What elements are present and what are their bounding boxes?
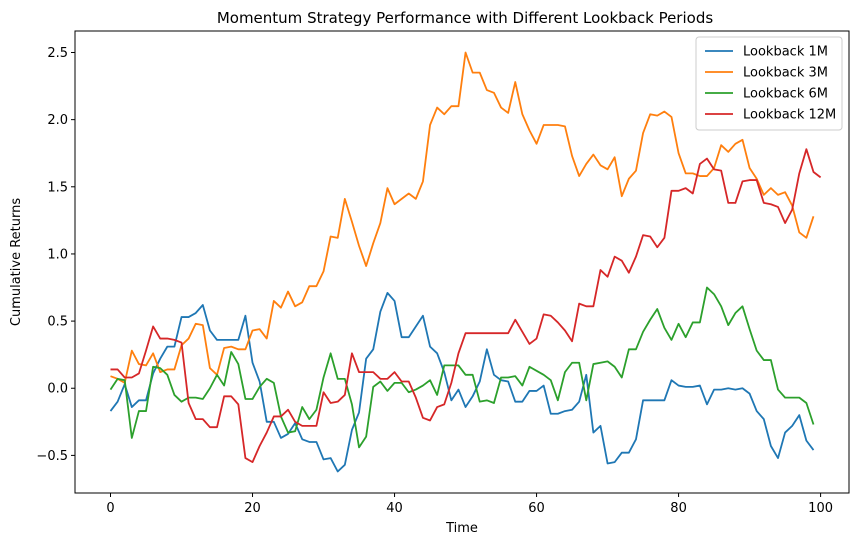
plot-frame bbox=[74, 30, 850, 494]
plot-area bbox=[109, 51, 822, 473]
y-tick-label: 0.0 bbox=[47, 382, 68, 397]
x-tick-label: 100 bbox=[808, 501, 833, 516]
y-tick-label: −0.5 bbox=[36, 449, 68, 464]
legend-label-lookback-6m: Lookback 6M bbox=[743, 87, 828, 102]
x-axis-title: Time bbox=[445, 521, 478, 536]
x-tick-label: 40 bbox=[386, 501, 403, 516]
x-tick-label: 80 bbox=[670, 501, 687, 516]
y-axis-title: Cumulative Returns bbox=[9, 198, 24, 326]
x-axis: 0 20 40 60 80 100 bbox=[106, 493, 833, 516]
chart-title: Momentum Strategy Performance with Diffe… bbox=[217, 9, 714, 27]
y-axis: −0.5 0.0 0.5 1.0 1.5 2.0 2.5 bbox=[36, 46, 75, 464]
y-tick-label: 2.0 bbox=[47, 113, 68, 128]
x-tick-label: 60 bbox=[528, 501, 545, 516]
series-line-lookback-6m bbox=[109, 286, 815, 449]
y-tick-label: 1.0 bbox=[47, 247, 68, 262]
series-line-lookback-1m bbox=[109, 291, 815, 473]
legend: Lookback 1M Lookback 3M Lookback 6M Lookbac… bbox=[695, 36, 843, 131]
legend-label-lookback-1m: Lookback 1M bbox=[743, 45, 828, 60]
y-tick-label: 2.5 bbox=[47, 46, 68, 61]
y-tick-label: 0.5 bbox=[47, 315, 68, 330]
series-line-lookback-12m bbox=[110, 148, 822, 464]
y-tick-label: 1.5 bbox=[47, 180, 68, 195]
legend-box bbox=[695, 36, 843, 131]
legend-label-lookback-12m: Lookback 12M bbox=[743, 108, 836, 123]
x-tick-label: 0 bbox=[106, 501, 114, 516]
legend-label-lookback-3m: Lookback 3M bbox=[743, 66, 828, 81]
series-line-lookback-3m bbox=[110, 51, 815, 384]
x-tick-label: 20 bbox=[244, 501, 261, 516]
